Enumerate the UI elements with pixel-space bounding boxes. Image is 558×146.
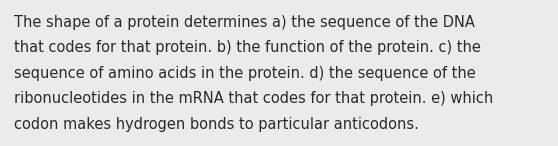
Text: ribonucleotides in the mRNA that codes for that protein. e) which: ribonucleotides in the mRNA that codes f… (14, 91, 493, 106)
Text: The shape of a protein determines a) the sequence of the DNA: The shape of a protein determines a) the… (14, 15, 475, 30)
Text: sequence of amino acids in the protein. d) the sequence of the: sequence of amino acids in the protein. … (14, 66, 476, 81)
Text: that codes for that protein. b) the function of the protein. c) the: that codes for that protein. b) the func… (14, 40, 481, 55)
Text: codon makes hydrogen bonds to particular anticodons.: codon makes hydrogen bonds to particular… (14, 117, 419, 132)
